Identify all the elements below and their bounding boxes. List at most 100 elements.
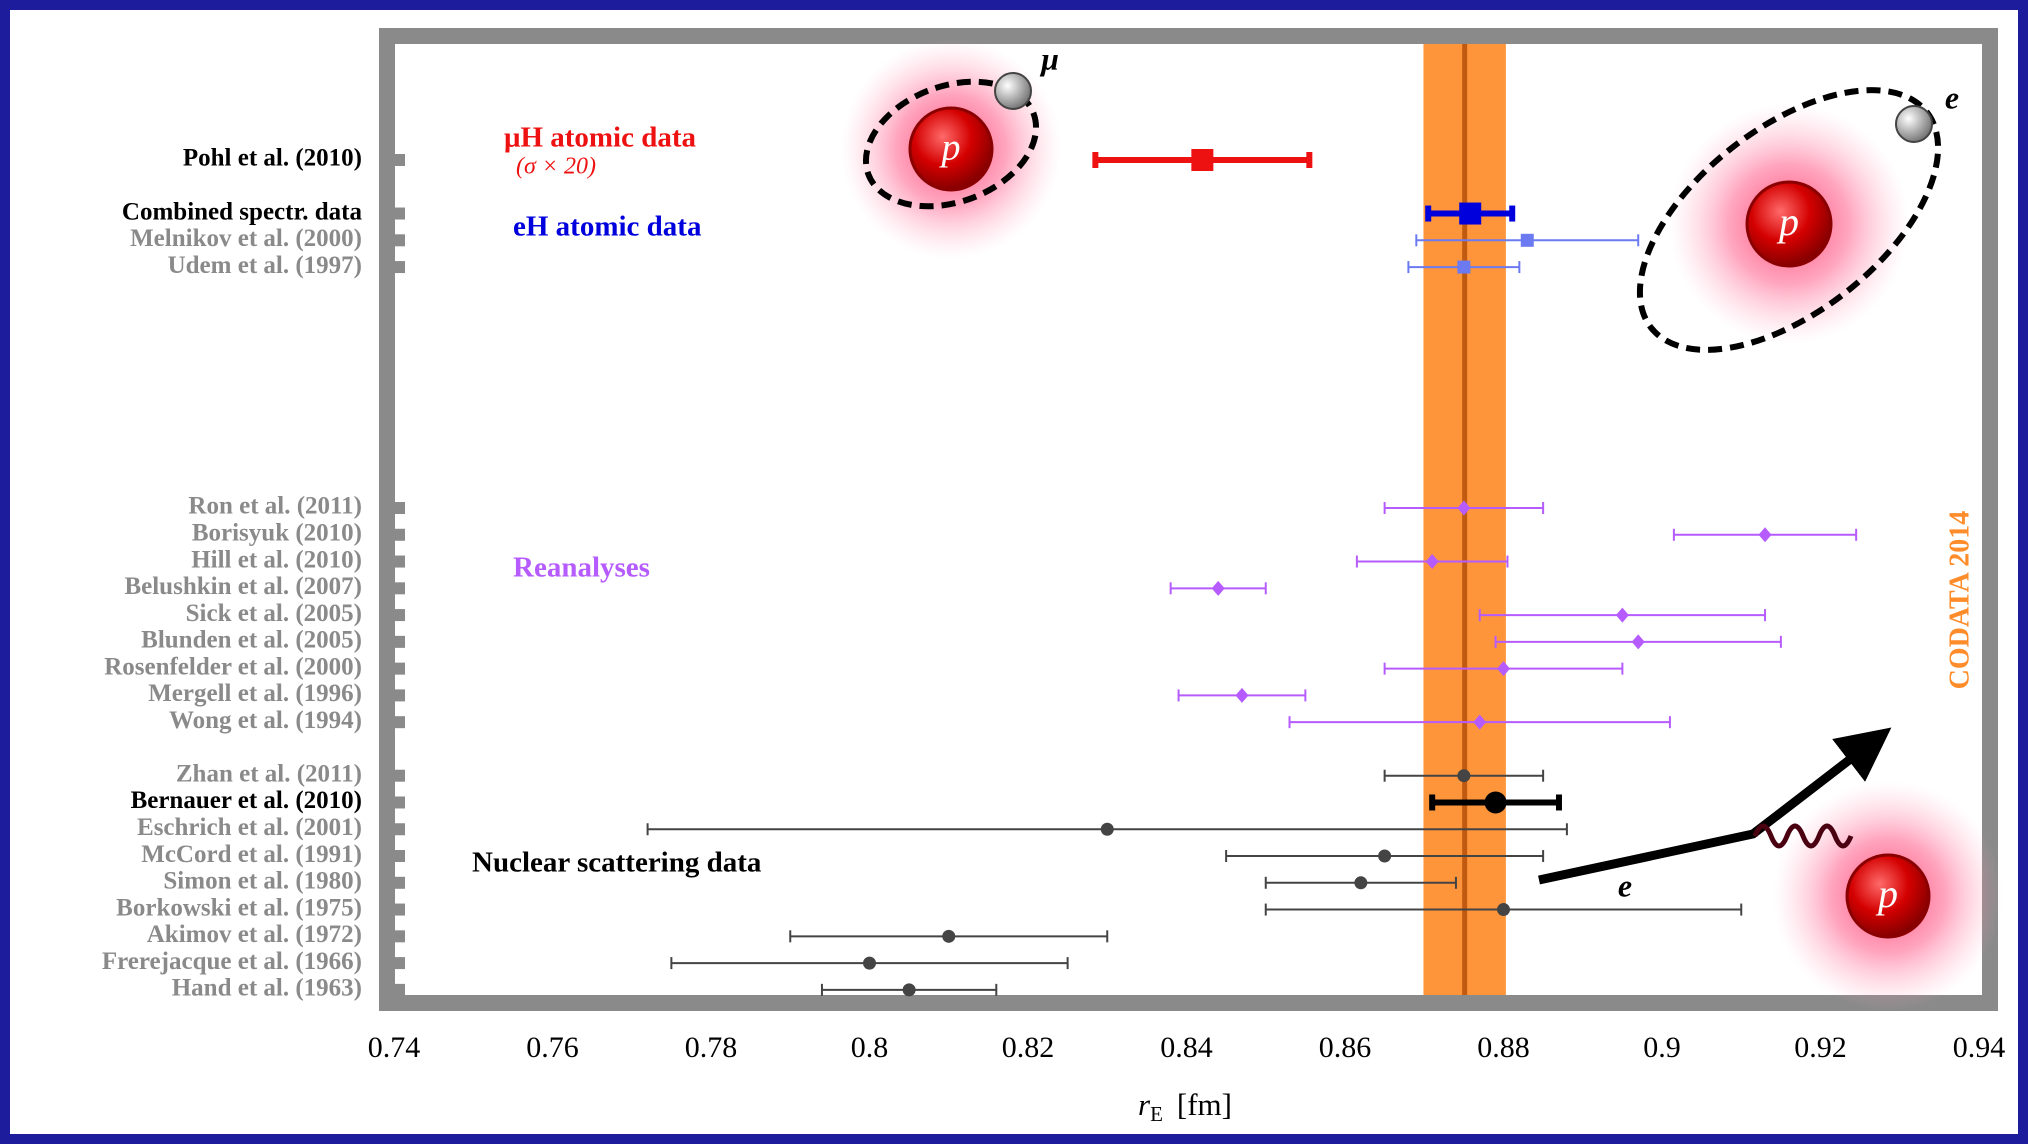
series-label: Nuclear scattering data (472, 847, 762, 879)
x-tick-label: 0.74 (368, 1031, 421, 1064)
electron-arrow (1538, 727, 1892, 885)
marker (1615, 607, 1629, 623)
marker (1100, 822, 1114, 836)
marker (1211, 580, 1225, 596)
marker (1457, 260, 1471, 274)
y-tick-mark (394, 555, 405, 568)
marker (1497, 661, 1510, 677)
marker (1484, 791, 1507, 814)
annotation: μ (1039, 40, 1059, 76)
annotation: e (1618, 867, 1632, 903)
category-label: Blunden et al. (2005) (141, 627, 362, 654)
category-label: Zhan et al. (2011) (176, 760, 362, 787)
x-tick-label: 0.9 (1643, 1031, 1681, 1064)
x-tick-label: 0.86 (1319, 1031, 1372, 1064)
marker (1497, 903, 1510, 917)
marker (942, 929, 956, 943)
marker (1191, 149, 1214, 171)
muon (994, 72, 1032, 110)
annotation: (σ × 20) (516, 154, 596, 180)
y-tick-mark (394, 635, 405, 648)
marker (1631, 634, 1645, 650)
y-tick-mark (394, 528, 405, 541)
marker (1473, 714, 1487, 730)
x-tick-label: 0.78 (685, 1031, 738, 1064)
y-tick-mark (394, 502, 405, 515)
electron (1895, 105, 1933, 143)
category-label: Udem et al. (1997) (168, 252, 362, 279)
y-tick-mark (394, 823, 405, 836)
category-label: Pohl et al. (2010) (183, 145, 362, 172)
series-label: μH atomic data (504, 122, 697, 154)
x-tick-label: 0.88 (1477, 1031, 1530, 1064)
marker (1425, 554, 1439, 570)
marker (1459, 202, 1482, 225)
category-label: Borkowski et al. (1975) (116, 894, 362, 921)
proton (908, 106, 994, 192)
y-tick-mark (394, 903, 405, 916)
y-tick-mark (394, 582, 405, 595)
y-tick-mark (394, 876, 405, 889)
annotation: p (939, 127, 961, 169)
series-label: eH atomic data (513, 211, 702, 243)
category-label: McCord et al. (1991) (141, 841, 362, 868)
category-label: Akimov et al. (1972) (147, 921, 362, 948)
x-tick-label: 0.8 (851, 1031, 889, 1064)
y-tick-mark (394, 689, 405, 702)
x-tick-label: 0.82 (1002, 1031, 1055, 1064)
marker (1354, 876, 1368, 890)
photon (1752, 823, 1854, 849)
marker (1520, 233, 1534, 247)
marker (902, 983, 916, 997)
category-label: Bernauer et al. (2010) (131, 787, 362, 814)
x-tick-label: 0.92 (1794, 1031, 1847, 1064)
y-tick-mark (394, 662, 405, 675)
category-label: Mergell et al. (1996) (148, 680, 362, 707)
y-tick-mark (394, 930, 405, 943)
x-tick-label: 0.84 (1160, 1031, 1213, 1064)
y-tick-mark (394, 769, 405, 782)
marker (1758, 527, 1772, 543)
x-tick-label: 0.76 (526, 1031, 579, 1064)
marker (1235, 687, 1249, 703)
category-label: Frerejacque et al. (1966) (102, 948, 362, 975)
category-label: Rosenfelder et al. (2000) (104, 653, 362, 680)
proton (1845, 853, 1931, 939)
category-label: Combined spectr. data (122, 198, 363, 225)
category-label: Hill et al. (2010) (191, 546, 362, 573)
x-label-unit: [fm] (1177, 1087, 1232, 1122)
proton (1745, 180, 1833, 268)
y-tick-mark (394, 609, 405, 622)
category-label: Melnikov et al. (2000) (130, 225, 362, 252)
x-tick-label: 0.94 (1953, 1031, 2006, 1064)
y-tick-mark (394, 983, 405, 996)
annotation: p (1875, 871, 1898, 916)
category-label: Ron et al. (2011) (188, 493, 362, 520)
category-label: Eschrich et al. (2001) (137, 814, 362, 841)
y-tick-mark (394, 716, 405, 729)
x-axis-label: rE [fm] (1138, 1087, 1232, 1126)
y-tick-mark (394, 957, 405, 970)
category-label: Hand et al. (1963) (172, 975, 362, 1002)
annotation: p (1776, 199, 1799, 244)
y-tick-mark (394, 234, 405, 247)
series-label: Reanalyses (513, 552, 650, 584)
marker (1378, 849, 1392, 863)
marker (1457, 769, 1471, 783)
category-label: Sick et al. (2005) (186, 600, 362, 627)
x-label-symbol: r (1138, 1087, 1151, 1122)
x-label-subscript: E (1150, 1102, 1163, 1126)
marker (1457, 500, 1471, 516)
category-label: Belushkin et al. (2007) (124, 573, 362, 600)
band-label: CODATA 2014 (1944, 511, 1975, 690)
marker (863, 956, 876, 970)
y-tick-mark (394, 261, 405, 274)
y-tick-mark (394, 207, 405, 220)
illustrations (841, 39, 2003, 1011)
category-label: Borisyuk (2010) (192, 520, 362, 547)
y-tick-mark (394, 154, 405, 166)
orbit (862, 78, 1040, 210)
category-label: Wong et al. (1994) (169, 707, 362, 734)
annotation: e (1945, 79, 1959, 115)
